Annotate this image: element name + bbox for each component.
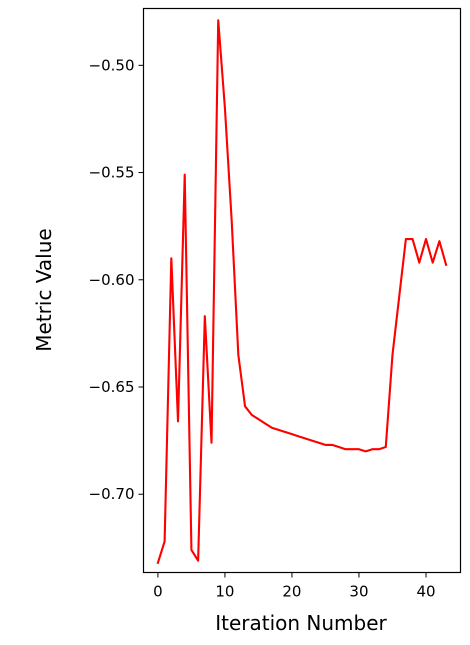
y-axis-label: Metric Value: [32, 228, 56, 351]
x-tick-label: 20: [282, 583, 301, 601]
y-tick-label: −0.50: [89, 56, 135, 74]
x-tick-label: 40: [416, 583, 435, 601]
x-tick-label: 30: [349, 583, 368, 601]
x-axis-label: Iteration Number: [215, 611, 387, 635]
y-tick-label: −0.70: [89, 485, 135, 503]
plot-marks: [156, 19, 448, 565]
y-axis: −0.70 −0.65 −0.60 −0.55 −0.50: [89, 56, 144, 503]
x-tick-label: 10: [215, 583, 234, 601]
series-line-0: [156, 19, 448, 565]
x-tick-label: 0: [153, 583, 163, 601]
y-tick-label: −0.55: [89, 164, 135, 182]
x-axis: 0 10 20 30 40: [153, 572, 436, 601]
y-tick-label: −0.65: [89, 378, 135, 396]
plot-frame: [142, 7, 462, 574]
y-tick-label: −0.60: [89, 271, 135, 289]
